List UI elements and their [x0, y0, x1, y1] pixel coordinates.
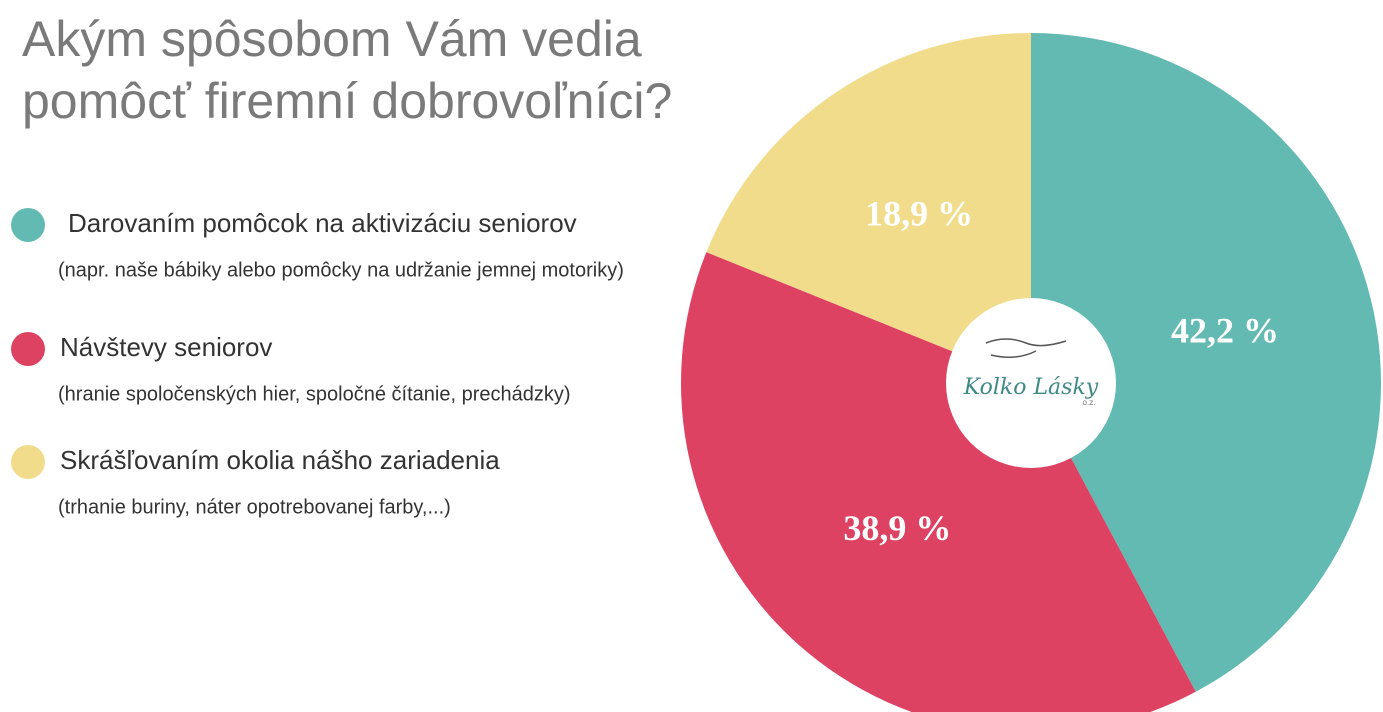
logo-name: Kolko Lásky — [963, 375, 1099, 400]
legend-description: (hranie spoločenských hier, spoločné čít… — [58, 383, 571, 405]
logo-hands — [985, 338, 1067, 358]
legend-marker — [11, 208, 45, 242]
pie-slice — [706, 33, 1031, 383]
legend-description: (napr. naše bábiky alebo pomôcky na udrž… — [58, 259, 624, 281]
legend-marker — [11, 445, 45, 479]
value-label: 38,9 % — [843, 508, 951, 548]
chart-title: Akým spôsobom Vám vedia pomôcť firemní d… — [22, 11, 673, 129]
legend-label: Návštevy seniorov — [60, 332, 272, 362]
legend-marker — [11, 332, 45, 366]
value-label: 18,9 % — [865, 193, 973, 233]
legend-label: Skrášľovaním okolia nášho zariadenia — [60, 445, 500, 475]
logo-background — [946, 298, 1116, 468]
pie-slice — [681, 252, 1196, 712]
legend-description: (trhanie buriny, náter opotrebovanej far… — [58, 496, 451, 518]
pie-slice — [1031, 33, 1381, 692]
value-label: 42,2 % — [1171, 311, 1279, 351]
legend-label: Darovaním pomôcok na aktivizáciu senioro… — [68, 208, 577, 238]
logo-suffix: o.z. — [1083, 398, 1096, 407]
